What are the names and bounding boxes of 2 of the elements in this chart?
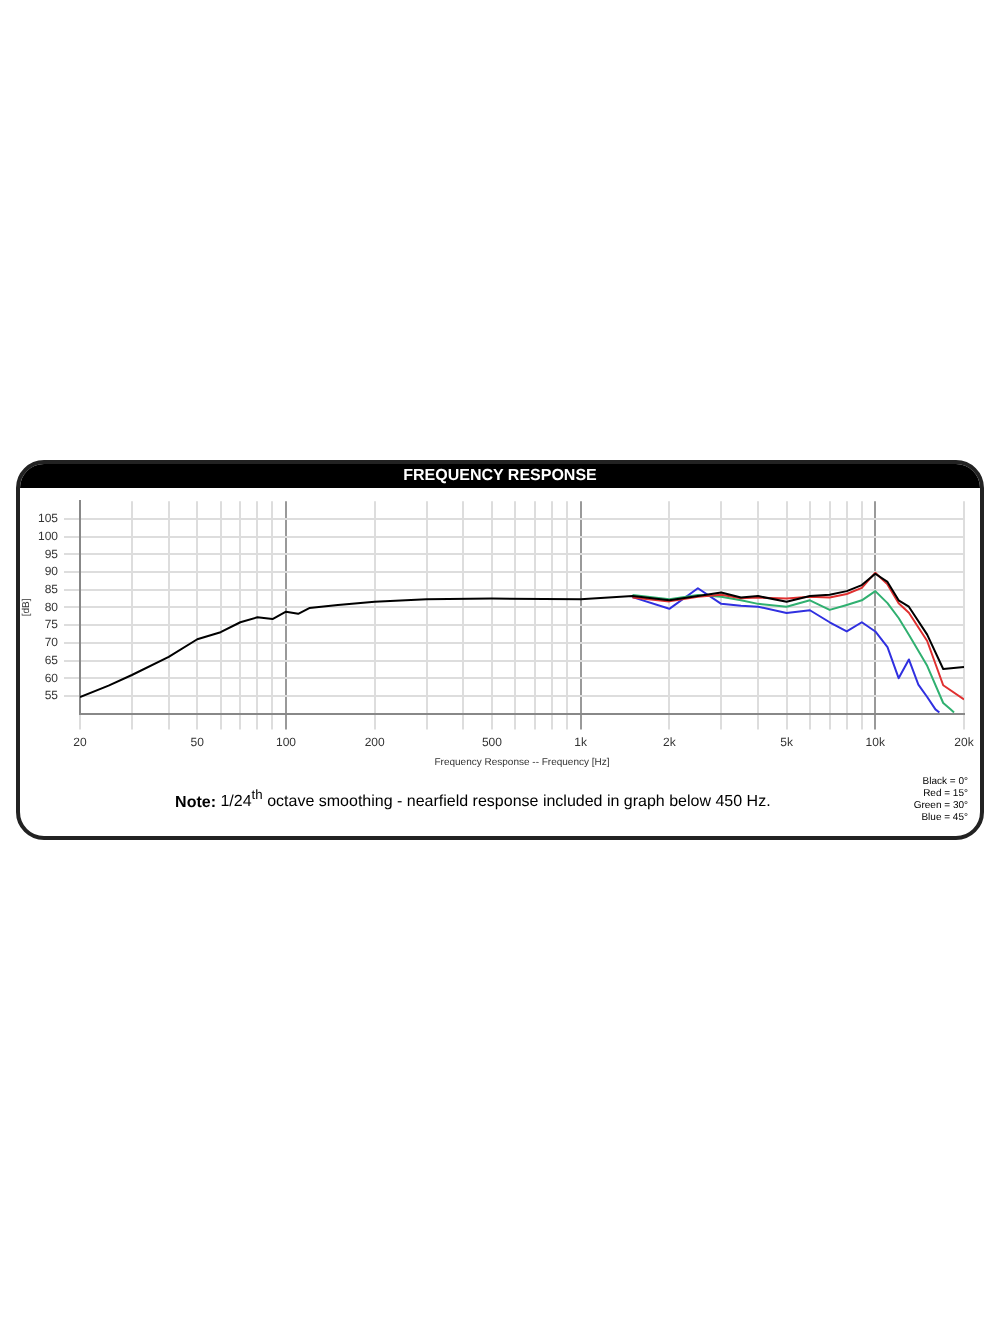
chart-title: FREQUENCY RESPONSE: [20, 464, 980, 488]
text: Note: 1/24$^{th}$ octave smoothing - nearfield response included in graph below 450 Hz.: [175, 789, 771, 811]
